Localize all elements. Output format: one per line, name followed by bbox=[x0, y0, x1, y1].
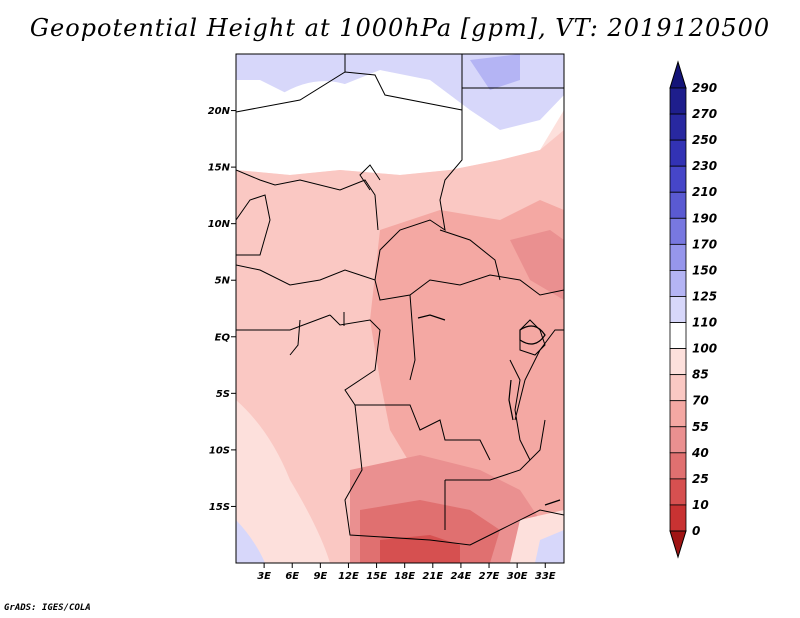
colorbar-bottom-arrow bbox=[669, 530, 687, 559]
colorbar-label: 110 bbox=[692, 316, 717, 330]
country-borders bbox=[236, 54, 564, 546]
map-frame bbox=[235, 53, 565, 564]
colorbar-swatch bbox=[669, 270, 687, 297]
lon-tick-label: 27E bbox=[479, 571, 500, 582]
lon-tick-label: 30E bbox=[507, 571, 528, 582]
axis-ticks: 20N 15N 10N 5N EQ 5S 10S 15S 3E 6E 9E 12E 15E 18E 21E 2… bbox=[208, 106, 556, 582]
colorbar-swatch bbox=[669, 426, 687, 454]
colorbar-swatch bbox=[669, 504, 687, 532]
lon-tick-label: 21E bbox=[422, 571, 443, 582]
lat-tick-label: 5N bbox=[215, 276, 231, 287]
colorbar-swatch bbox=[669, 243, 687, 271]
colorbar-swatch bbox=[669, 374, 687, 402]
colorbar-top-arrow bbox=[669, 60, 687, 89]
colorbar-label: 250 bbox=[692, 133, 717, 147]
colorbar-label: 170 bbox=[692, 237, 717, 251]
colorbar-label: 100 bbox=[692, 342, 717, 356]
lon-tick-label: 6E bbox=[285, 571, 299, 582]
colorbar-swatch bbox=[669, 113, 687, 141]
colorbar: 2902702502302101901701501251101008570554… bbox=[669, 60, 717, 559]
lat-tick-label: 20N bbox=[208, 106, 231, 117]
colorbar-label: 70 bbox=[692, 394, 709, 408]
colorbar-label: 85 bbox=[692, 368, 709, 382]
colorbar-label: 230 bbox=[692, 159, 717, 173]
colorbar-swatch bbox=[669, 87, 687, 115]
lon-tick-label: 12E bbox=[338, 571, 359, 582]
colorbar-swatch bbox=[669, 348, 687, 376]
colorbar-swatch bbox=[669, 165, 687, 193]
colorbar-swatch bbox=[669, 191, 687, 219]
lat-tick-label: 10S bbox=[209, 445, 230, 456]
lat-tick-label: 10N bbox=[208, 219, 231, 230]
colorbar-label: 0 bbox=[692, 524, 700, 538]
lat-tick-label: 15S bbox=[209, 502, 230, 513]
colorbar-label: 125 bbox=[692, 289, 717, 303]
colorbar-swatch bbox=[669, 139, 687, 167]
lakes bbox=[417, 314, 561, 506]
colorbar-label: 210 bbox=[692, 185, 717, 199]
colorbar-swatch bbox=[669, 478, 687, 506]
colorbar-label: 25 bbox=[692, 472, 709, 486]
colorbar-label: 55 bbox=[692, 420, 709, 434]
lon-tick-label: 24E bbox=[451, 571, 472, 582]
colorbar-label: 150 bbox=[692, 263, 717, 277]
lat-tick-label: EQ bbox=[215, 332, 231, 343]
colorbar-label: 270 bbox=[692, 107, 717, 121]
colorbar-label: 290 bbox=[692, 81, 717, 95]
lat-tick-label: 15N bbox=[208, 163, 231, 174]
colorbar-label: 10 bbox=[692, 498, 709, 512]
lon-tick-label: 33E bbox=[535, 571, 556, 582]
colorbar-label: 40 bbox=[691, 446, 709, 460]
lon-tick-label: 3E bbox=[257, 571, 271, 582]
grads-credit: GrADS: IGES/COLA bbox=[4, 603, 91, 613]
colorbar-swatch bbox=[669, 217, 687, 245]
lon-tick-label: 9E bbox=[313, 571, 327, 582]
lon-tick-label: 15E bbox=[366, 571, 387, 582]
colorbar-swatch bbox=[669, 296, 687, 323]
colorbar-label: 190 bbox=[692, 211, 717, 225]
lon-tick-label: 18E bbox=[394, 571, 415, 582]
colorbar-swatch bbox=[669, 400, 687, 428]
map-title: Geopotential Height at 1000hPa [gpm], VT… bbox=[29, 14, 771, 42]
height-field bbox=[236, 54, 564, 563]
lat-tick-label: 5S bbox=[216, 389, 230, 400]
colorbar-swatch bbox=[669, 452, 687, 480]
colorbar-swatch bbox=[669, 322, 687, 349]
